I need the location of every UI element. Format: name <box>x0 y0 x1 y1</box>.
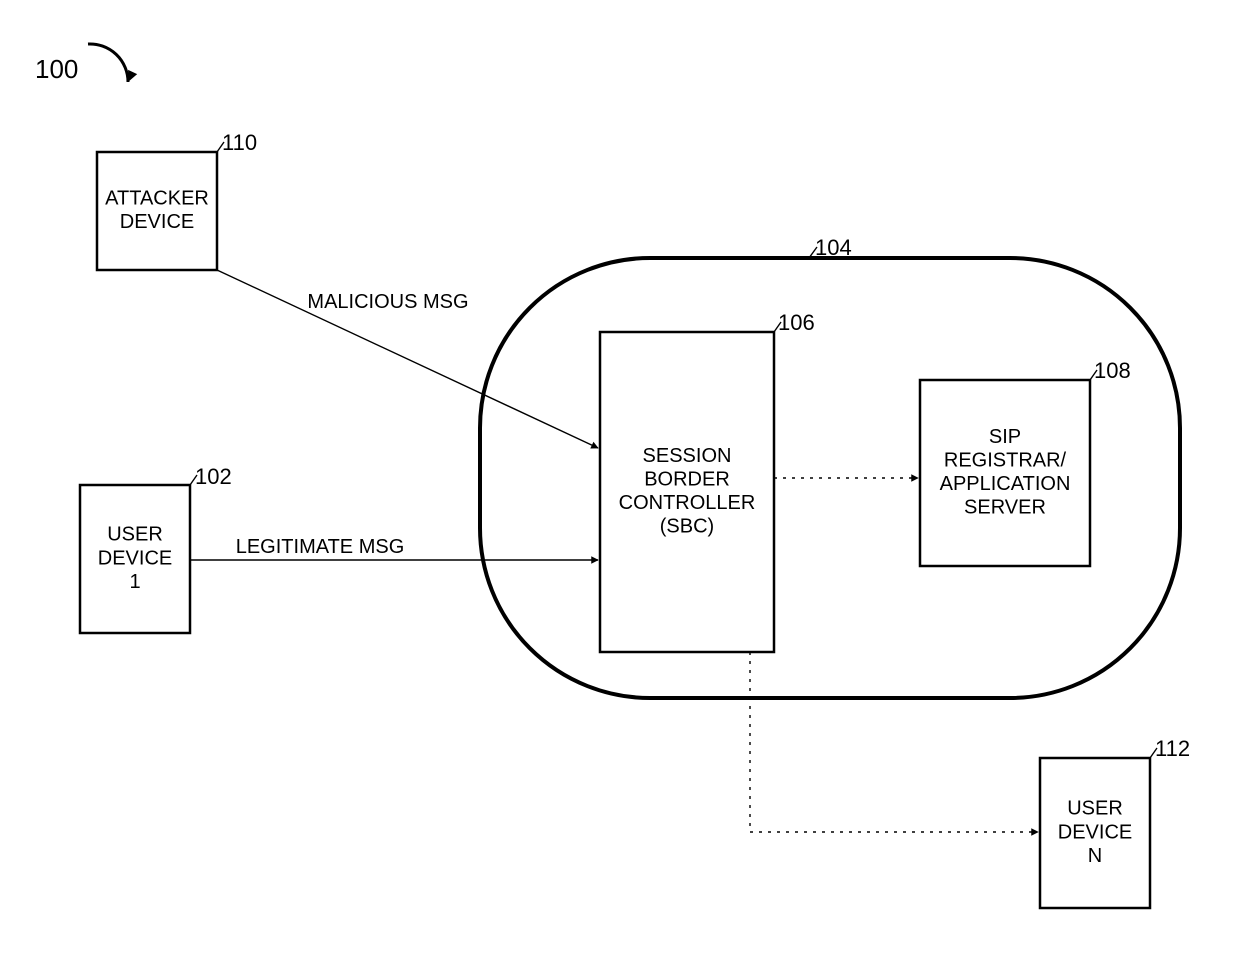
figure-id: 100 <box>35 54 78 84</box>
node-userN-ref: 112 <box>1155 736 1190 761</box>
node-userN-line-2: N <box>1088 845 1102 867</box>
node-attacker-ref: 110 <box>222 130 257 155</box>
node-userN-line-1: DEVICE <box>1058 821 1132 843</box>
node-attacker-line-0: ATTACKER <box>105 187 209 209</box>
node-sip-line-1: REGISTRAR/ <box>944 449 1067 471</box>
figure-id-arrowhead <box>128 70 137 82</box>
container-ref: 104 <box>815 235 852 260</box>
node-user1-ref: 102 <box>195 464 232 489</box>
node-sbc-line-0: SESSION <box>643 445 732 467</box>
edge-label-malicious: MALICIOUS MSG <box>307 291 468 313</box>
node-user1-line-0: USER <box>107 524 163 546</box>
node-sip-line-0: SIP <box>989 426 1021 448</box>
node-sbc-line-2: CONTROLLER <box>619 492 756 514</box>
node-sip-line-3: SERVER <box>964 497 1046 519</box>
node-user1-line-2: 1 <box>129 571 140 593</box>
node-sbc-line-3: (SBC) <box>660 516 714 538</box>
node-sip-line-2: APPLICATION <box>940 473 1071 495</box>
edge-sbc-to-userN <box>750 652 1038 832</box>
figure-id-arrow <box>88 44 128 82</box>
node-sbc-ref: 106 <box>778 310 815 335</box>
node-user1-line-1: DEVICE <box>98 547 172 569</box>
node-attacker-line-1: DEVICE <box>120 211 194 233</box>
edge-label-legitimate: LEGITIMATE MSG <box>236 536 405 558</box>
node-userN-line-0: USER <box>1067 798 1123 820</box>
node-sip-ref: 108 <box>1094 358 1131 383</box>
node-sbc-line-1: BORDER <box>644 468 730 490</box>
